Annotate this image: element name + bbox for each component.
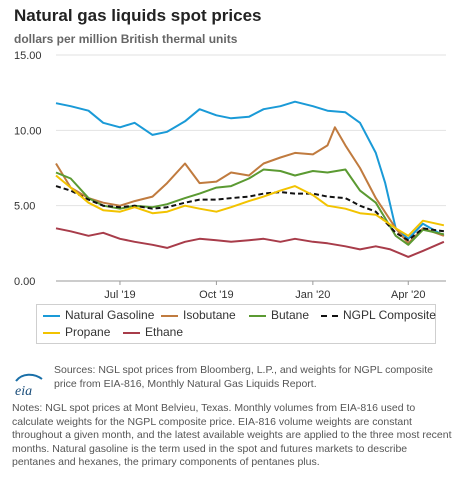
legend-swatch (249, 314, 266, 317)
series-isobutane (55, 126, 445, 245)
legend-swatch (161, 314, 178, 317)
series-ethane (55, 227, 445, 258)
series-butane (55, 168, 445, 246)
legend-label: Natural Gasoline (65, 308, 155, 322)
x-tick-label: Jan '20 (295, 289, 330, 300)
y-tick-label: 0.00 (14, 276, 35, 288)
sources-note: Sources: NGL spot prices from Bloomberg,… (54, 364, 433, 390)
line-chart: 15.00 10.00 5.00 0.00 Jul '19 Oct '19 Jan '20… (14, 50, 446, 300)
x-tick-label: Oct '19 (199, 289, 234, 300)
legend-swatch (43, 314, 60, 317)
legend-item-ethane[interactable]: Ethane (123, 325, 183, 339)
legend-swatch (123, 331, 140, 334)
legend-item-ngpl-composite[interactable]: NGPL Composite (321, 308, 436, 322)
legend-label: Propane (65, 325, 111, 339)
y-axis: 15.00 10.00 5.00 0.00 (14, 50, 42, 288)
eia-logo-icon: eia (15, 373, 43, 398)
x-tick-label: Apr '20 (391, 289, 426, 300)
legend-item-butane[interactable]: Butane (249, 308, 309, 322)
legend-swatch (321, 314, 338, 317)
x-tick-label: Jul '19 (104, 289, 135, 300)
y-tick-label: 15.00 (14, 50, 42, 62)
legend-label: NGPL Composite (343, 308, 436, 322)
series-natural-gasoline (55, 100, 445, 240)
legend-item-natural-gasoline[interactable]: Natural Gasoline (43, 308, 154, 322)
svg-text:eia: eia (15, 384, 32, 398)
series-ngpl-composite (55, 185, 445, 242)
gridlines (56, 54, 446, 282)
legend-label: Ethane (145, 325, 184, 339)
legend-label: Butane (271, 308, 310, 322)
x-axis: Jul '19 Oct '19 Jan '20 Apr '20 (104, 281, 426, 300)
notes-text: Notes: NGL spot prices at Mont Belvieu, … (12, 402, 452, 468)
series-propane (55, 174, 445, 237)
legend-item-isobutane[interactable]: Isobutane (161, 308, 236, 322)
y-tick-label: 5.00 (14, 201, 35, 213)
legend: Natural Gasoline Isobutane Butane NGPL C… (36, 304, 436, 344)
chart-subtitle: dollars per million British thermal unit… (14, 32, 238, 46)
legend-swatch (43, 331, 60, 334)
legend-item-propane[interactable]: Propane (43, 325, 110, 339)
legend-label: Isobutane (183, 308, 236, 322)
series-lines (55, 100, 445, 258)
y-tick-label: 10.00 (14, 125, 42, 137)
chart-title: Natural gas liquids spot prices (14, 6, 262, 25)
